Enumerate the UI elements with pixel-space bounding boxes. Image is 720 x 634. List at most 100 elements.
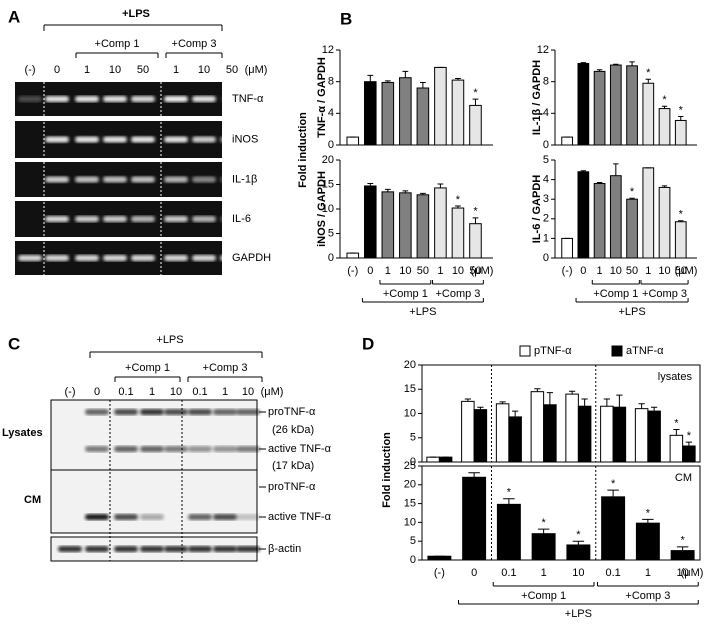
unit-label: (μM) <box>471 265 494 277</box>
error-bar <box>607 489 619 497</box>
y-axis-label: iNOS / GAPDH <box>316 171 328 247</box>
significance: * <box>646 67 651 79</box>
bar <box>364 185 377 259</box>
error-bar <box>685 441 693 446</box>
bar <box>577 62 590 146</box>
error-bar <box>642 518 654 524</box>
error-bar <box>568 390 576 395</box>
significance: * <box>687 430 692 442</box>
treatment-label: +LPS <box>122 8 150 20</box>
lane-label: 0 <box>94 386 100 398</box>
bar <box>461 400 475 463</box>
x-tick-label: 50 <box>417 265 429 277</box>
bar <box>566 544 591 561</box>
error-bar <box>629 197 635 200</box>
error-bar <box>468 472 480 478</box>
band <box>103 176 127 183</box>
band <box>164 176 188 183</box>
gene-label: IL-1β <box>232 173 257 185</box>
group-label: +Comp 1 <box>593 288 638 300</box>
band <box>164 446 188 452</box>
error-bar <box>367 74 374 82</box>
lane-label: (-) <box>25 64 36 76</box>
band <box>164 255 188 261</box>
x-tick-label: 50 <box>469 265 481 277</box>
error-bar <box>384 188 391 192</box>
row-label: CM <box>24 494 41 506</box>
y-tick-label: 4 <box>543 174 549 186</box>
error-bar <box>613 163 619 176</box>
bar <box>600 405 614 463</box>
y-tick-label: 12 <box>537 44 549 56</box>
band <box>85 409 109 415</box>
x-tick-label: 10 <box>658 265 670 277</box>
band <box>114 546 138 552</box>
band <box>75 176 99 183</box>
significance: * <box>576 529 581 541</box>
y-tick-label: 4 <box>543 107 549 119</box>
lane-label: 1 <box>222 386 228 398</box>
plot-frame <box>421 465 701 561</box>
bar <box>626 65 638 146</box>
bar <box>495 403 510 463</box>
error-bar <box>678 220 684 222</box>
bar <box>626 198 638 259</box>
gene-label: iNOS <box>232 133 258 145</box>
significance: * <box>646 507 651 519</box>
y-tick-label: 20 <box>322 154 334 166</box>
treatment-label: +LPS <box>618 306 645 318</box>
error-bar <box>651 406 658 412</box>
bar <box>642 167 655 259</box>
band <box>164 96 188 102</box>
lane-label: 0 <box>54 64 60 76</box>
x-tick-label: 1 <box>597 265 603 277</box>
band <box>192 176 216 183</box>
significance: * <box>680 535 685 547</box>
band <box>220 136 244 143</box>
bar <box>416 194 430 259</box>
bar <box>593 183 606 259</box>
x-tick-label: 1 <box>541 567 547 579</box>
band <box>213 546 237 552</box>
y-tick-label: 5 <box>410 432 416 444</box>
error-bar <box>596 69 603 72</box>
error-bar <box>472 217 479 224</box>
gene-label: IL-6 <box>232 213 251 225</box>
band <box>45 255 69 261</box>
error-bar <box>572 540 585 545</box>
significance: * <box>674 417 679 429</box>
y-tick-label: 20 <box>404 479 416 491</box>
x-tick-label: 1 <box>645 567 651 579</box>
band <box>75 216 99 222</box>
x-tick-label: 0 <box>580 265 586 277</box>
error-bar <box>661 185 668 188</box>
bar <box>399 77 412 146</box>
y-tick-label: 8 <box>543 76 549 88</box>
significance: * <box>662 94 667 106</box>
bar <box>434 66 447 146</box>
bar <box>577 171 590 259</box>
x-tick-label: 10 <box>399 265 411 277</box>
band <box>140 514 164 520</box>
bar <box>647 410 661 463</box>
row-label: Lysates <box>2 427 43 439</box>
bar <box>530 391 545 463</box>
band <box>103 136 127 143</box>
bar <box>381 191 395 259</box>
band <box>45 96 69 102</box>
x-tick-label: 0.1 <box>501 567 516 579</box>
lane-label: 10 <box>109 64 121 76</box>
band <box>236 446 260 452</box>
group-label: +Comp 1 <box>125 362 170 374</box>
bar <box>634 408 649 463</box>
x-tick-label: 1 <box>437 265 443 277</box>
error-bar <box>512 410 519 417</box>
significance: * <box>611 478 616 490</box>
annotation: CM <box>675 472 692 484</box>
band <box>236 546 260 552</box>
error-bar <box>603 398 610 407</box>
band <box>75 136 99 143</box>
band <box>131 216 155 222</box>
significance: * <box>630 186 635 198</box>
